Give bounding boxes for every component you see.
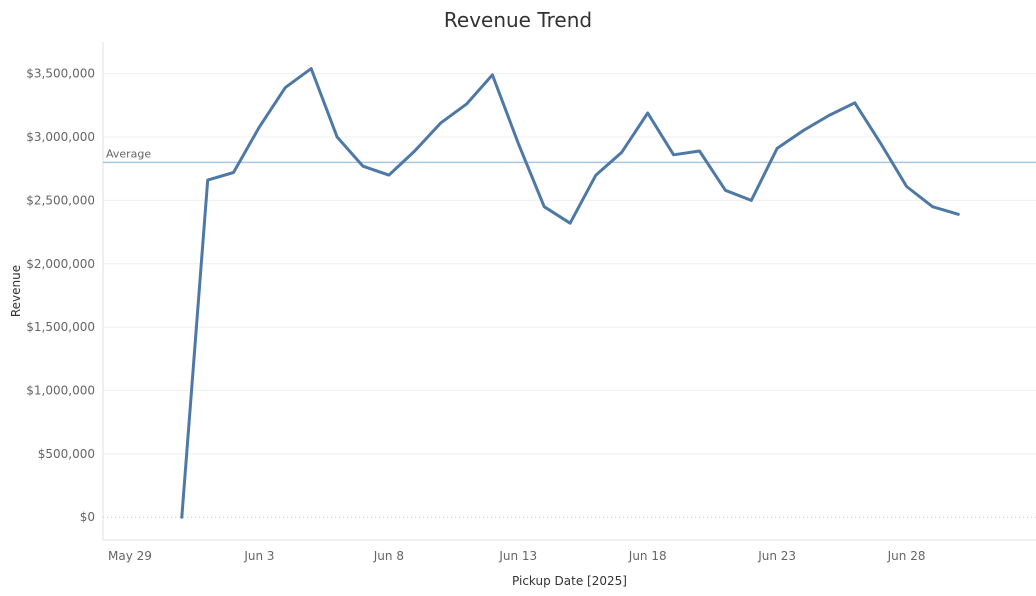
data-point[interactable]: [903, 183, 911, 191]
y-tick-labels: $0 $500,000 $1,000,000 $1,500,000 $2,000,000…: [26, 67, 95, 525]
data-point[interactable]: [825, 112, 833, 120]
y-axis-title: Revenue: [9, 265, 23, 317]
data-point[interactable]: [204, 176, 212, 184]
data-point[interactable]: [592, 171, 600, 179]
x-tick-label: Jun 23: [757, 549, 796, 563]
data-point[interactable]: [255, 123, 263, 131]
x-tick-label: Jun 18: [628, 549, 667, 563]
data-point[interactable]: [566, 219, 574, 227]
y-tick-label: $500,000: [38, 447, 95, 461]
x-axis-title: Pickup Date [2025]: [512, 574, 627, 588]
y-tick-label: $1,500,000: [26, 320, 95, 334]
data-point[interactable]: [359, 162, 367, 170]
x-tick-labels: May 29 Jun 3 Jun 8 Jun 13 Jun 18 Jun 23 Jun 28: [108, 549, 925, 563]
x-tick-label: May 29: [108, 549, 152, 563]
chart-title: Revenue Trend: [443, 8, 593, 32]
data-point[interactable]: [488, 71, 496, 79]
average-label: Average: [106, 147, 151, 160]
x-tick-label: Jun 8: [373, 549, 404, 563]
revenue-series-line[interactable]: [180, 67, 960, 519]
data-point[interactable]: [333, 133, 341, 141]
data-point[interactable]: [463, 100, 471, 108]
data-point[interactable]: [670, 151, 678, 159]
data-points: [178, 65, 963, 522]
data-point[interactable]: [721, 186, 729, 194]
data-point[interactable]: [178, 513, 186, 521]
data-point[interactable]: [954, 210, 962, 218]
data-point[interactable]: [799, 127, 807, 135]
data-point[interactable]: [281, 84, 289, 92]
data-point[interactable]: [929, 203, 937, 211]
reference-line-group: Average: [103, 147, 1036, 164]
data-point[interactable]: [411, 147, 419, 155]
data-point[interactable]: [514, 139, 522, 147]
data-point[interactable]: [437, 119, 445, 127]
data-point[interactable]: [644, 109, 652, 117]
x-tick-label: Jun 28: [887, 549, 926, 563]
x-tick-label: Jun 3: [243, 549, 274, 563]
data-point[interactable]: [747, 196, 755, 204]
data-point[interactable]: [385, 171, 393, 179]
data-point[interactable]: [307, 65, 315, 73]
data-point[interactable]: [618, 148, 626, 156]
y-tick-label: $3,000,000: [26, 130, 95, 144]
data-point[interactable]: [877, 139, 885, 147]
y-tick-label: $1,000,000: [26, 383, 95, 397]
data-point[interactable]: [696, 147, 704, 155]
x-tick-label: Jun 13: [498, 549, 537, 563]
series-layer: [180, 67, 960, 519]
data-point[interactable]: [540, 203, 548, 211]
y-tick-label: $2,000,000: [26, 257, 95, 271]
data-point[interactable]: [773, 144, 781, 152]
data-point[interactable]: [851, 99, 859, 107]
gridlines: [103, 73, 1036, 518]
y-tick-label: $0: [80, 510, 95, 524]
axes: [102, 42, 1036, 541]
y-tick-label: $3,500,000: [26, 67, 95, 81]
data-point[interactable]: [230, 169, 238, 177]
y-tick-label: $2,500,000: [26, 193, 95, 207]
